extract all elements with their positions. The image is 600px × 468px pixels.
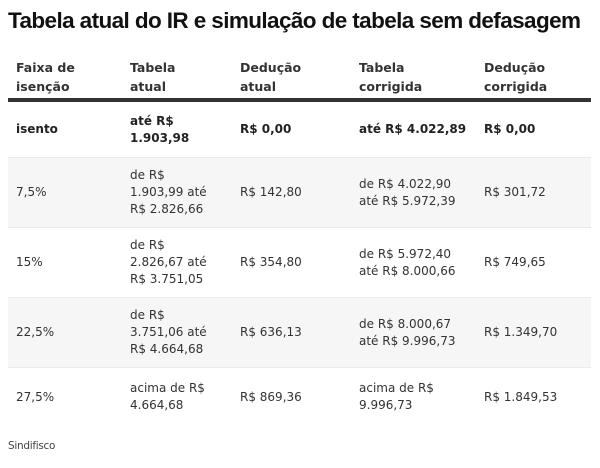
cell-tabela-atual: de R$ 1.903,99 até R$ 2.826,66 [130,168,207,216]
cell-deducao-corrigida: R$ 1.849,53 [484,389,558,404]
header-faixa: Faixa de isenção [16,60,75,94]
cell-faixa: 15% [16,255,43,269]
header-deducao-corrigida: Dedução corrigida [484,60,548,94]
cell-faixa: 22,5% [16,325,55,339]
cell-faixa: 7,5% [16,185,47,199]
cell-deducao-atual: R$ 636,13 [240,325,302,339]
table-row: 15% de R$ 2.826,67 até R$ 3.751,05 R$ 35… [8,228,591,298]
page-title: Tabela atual do IR e simulação de tabela… [8,8,581,33]
cell-tabela-atual: de R$ 2.826,67 até R$ 3.751,05 [130,238,207,286]
cell-tabela-atual: acima de R$ 4.664,68 [130,381,205,412]
cell-tabela-corrigida: de R$ 4.022,90 até R$ 5.972,39 [359,176,456,208]
cell-deducao-corrigida: R$ 0,00 [484,122,536,136]
cell-tabela-corrigida: acima de R$ 9.996,73 [359,381,434,412]
header-tabela-corrigida: Tabela corrigida [359,60,423,94]
table-row: 22,5% de R$ 3.751,06 até R$ 4.664,68 R$ … [8,298,591,368]
cell-tabela-atual: de R$ 3.751,06 até R$ 4.664,68 [130,308,207,356]
cell-deducao-atual: R$ 869,36 [240,389,302,404]
cell-deducao-corrigida: R$ 1.349,70 [484,325,558,339]
tax-table: Faixa de isenção Tabela atual Dedução at… [8,58,591,426]
cell-deducao-atual: R$ 0,00 [240,122,292,136]
cell-deducao-corrigida: R$ 749,65 [484,255,546,269]
cell-tabela-atual: até R$ 1.903,98 [130,113,190,145]
table-header: Faixa de isenção Tabela atual Dedução at… [8,58,591,102]
cell-tabela-corrigida: até R$ 4.022,89 [359,122,467,136]
header-tabela-atual: Tabela atual [130,60,176,94]
cell-tabela-corrigida: de R$ 5.972,40 até R$ 8.000,66 [359,246,456,278]
cell-faixa: isento [16,122,58,136]
table-row: 7,5% de R$ 1.903,99 até R$ 2.826,66 R$ 1… [8,158,591,228]
cell-deducao-atual: R$ 142,80 [240,185,302,199]
cell-deducao-corrigida: R$ 301,72 [484,185,546,199]
cell-tabela-corrigida: de R$ 8.000,67 até R$ 9.996,73 [359,316,456,348]
table-row: isento até R$ 1.903,98 R$ 0,00 até R$ 4.… [8,102,591,158]
header-deducao-atual: Dedução atual [240,60,302,94]
table-row: 27,5% acima de R$ 4.664,68 R$ 869,36 aci… [8,368,591,426]
source-credit: Sindifisco [8,440,56,452]
cell-deducao-atual: R$ 354,80 [240,255,302,269]
cell-faixa: 27,5% [16,389,55,404]
